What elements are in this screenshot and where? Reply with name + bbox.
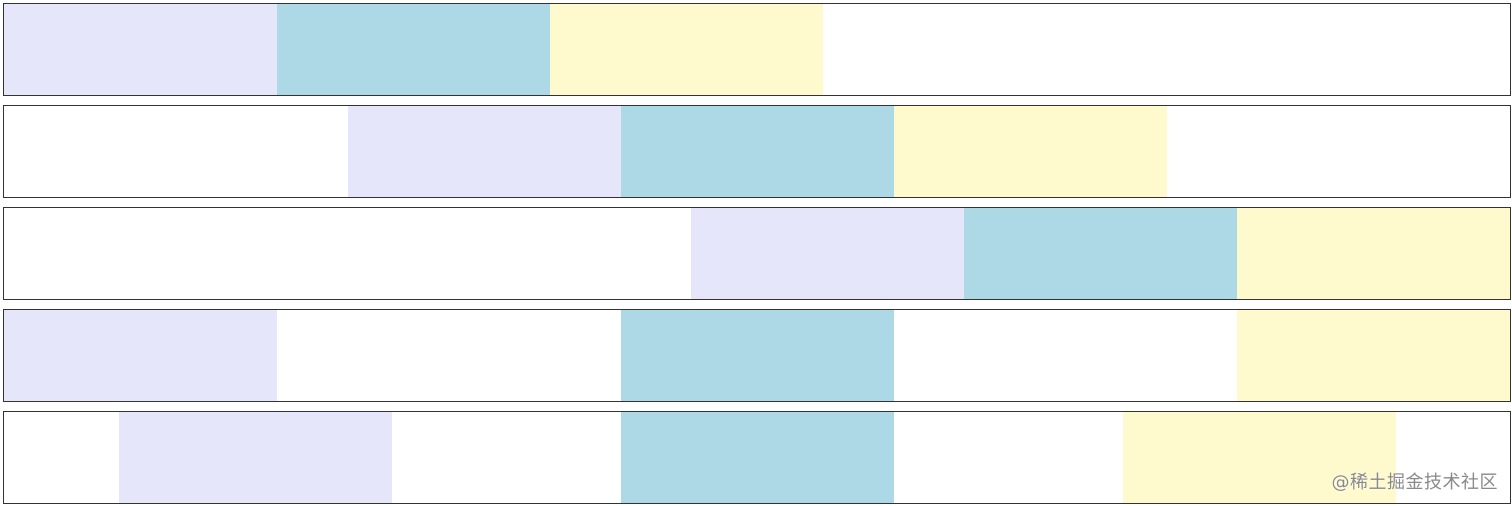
flex-item <box>1122 412 1396 503</box>
flex-item <box>4 310 277 401</box>
flex-item <box>964 208 1237 299</box>
flex-row <box>3 309 1511 402</box>
flex-item <box>1237 310 1510 401</box>
watermark: @稀土掘金技术社区 <box>1331 472 1498 493</box>
flex-item <box>893 106 1167 197</box>
flex-item <box>691 208 964 299</box>
flex-row <box>3 105 1511 198</box>
flex-item <box>620 310 894 401</box>
flex-item <box>620 412 894 503</box>
flex-row <box>3 207 1511 300</box>
flex-row <box>3 411 1511 504</box>
flex-item <box>550 4 823 95</box>
flex-row <box>3 3 1511 96</box>
flex-item <box>347 106 621 197</box>
flex-item <box>277 4 550 95</box>
flex-item <box>620 106 894 197</box>
flex-item <box>4 4 277 95</box>
flex-item <box>118 412 392 503</box>
flex-item <box>1237 208 1510 299</box>
flex-demo <box>3 3 1511 504</box>
